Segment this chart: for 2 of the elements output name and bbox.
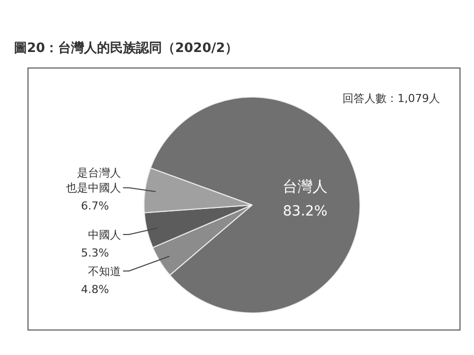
annotation: 回答人數：1,079人 (342, 92, 440, 105)
title: 圖20：台灣人的民族認同（2020/2） (14, 41, 238, 56)
